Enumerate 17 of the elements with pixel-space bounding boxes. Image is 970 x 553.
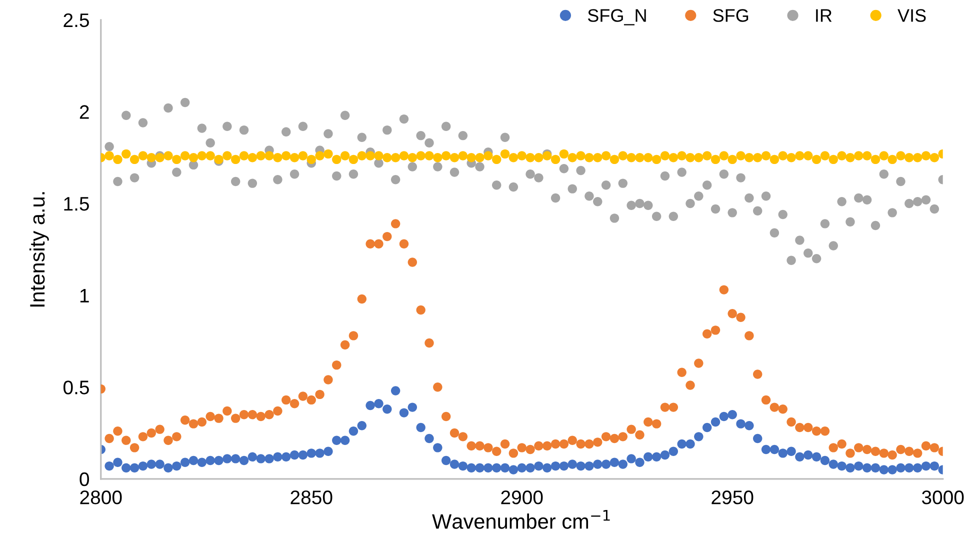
x-tick-label: 2800 bbox=[80, 490, 122, 504]
y-tick-label: 1 bbox=[80, 288, 89, 302]
legend-label: IR bbox=[816, 9, 832, 22]
legend-label: SFG bbox=[713, 9, 748, 22]
legend-label: SFG_N bbox=[588, 9, 646, 26]
x-tick-label: 2850 bbox=[290, 490, 332, 504]
x-axis-title: Wavenumber cm$^{−1}$ bbox=[432, 510, 610, 529]
x-tick-label: 2900 bbox=[501, 490, 543, 504]
x-tick-label: 2950 bbox=[712, 490, 754, 504]
y-tick-label: 2 bbox=[80, 105, 89, 119]
y-tick-label: 1.5 bbox=[64, 197, 89, 211]
y-axis-title: Intensity a.u. bbox=[29, 192, 49, 307]
y-tick-label: 2.5 bbox=[64, 13, 89, 28]
legend-label: VIS bbox=[898, 9, 926, 22]
y-tick-label: 0.5 bbox=[64, 380, 89, 394]
x-tick-label: 3000 bbox=[922, 490, 964, 504]
y-tick-label: 0 bbox=[80, 472, 90, 486]
